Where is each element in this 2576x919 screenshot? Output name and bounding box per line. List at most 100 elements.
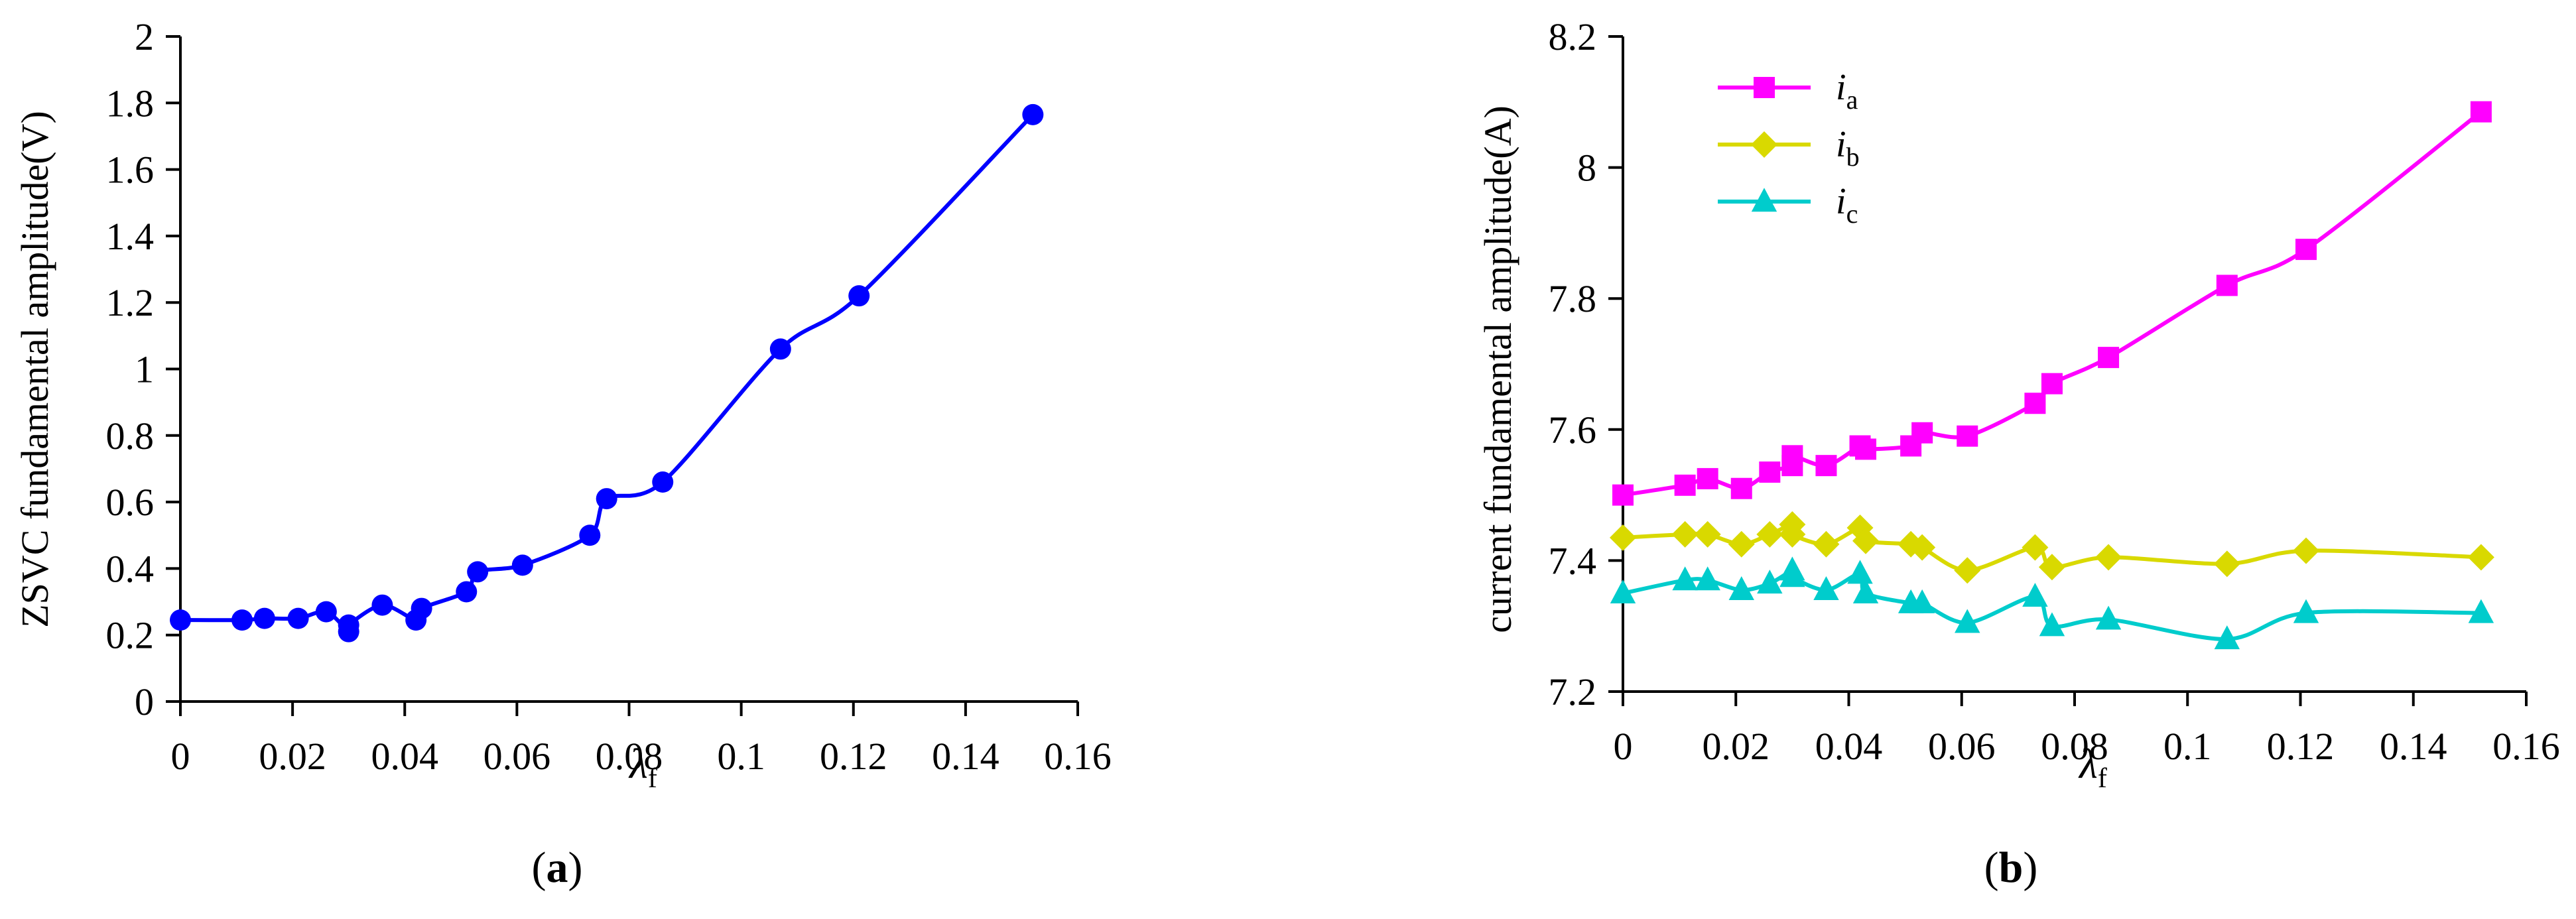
data-point <box>1779 521 1806 548</box>
y-tick-label: 7.4 <box>1549 539 1597 582</box>
data-point <box>2467 544 2494 571</box>
data-point <box>2214 625 2240 650</box>
series-line <box>1622 110 2482 497</box>
data-point <box>1852 580 1879 603</box>
y-tick-label: 0 <box>135 680 154 723</box>
series-3 <box>1610 556 2494 650</box>
data-point <box>511 554 533 576</box>
y-tick-label: 7.8 <box>1549 277 1597 320</box>
data-point <box>579 524 601 546</box>
x-axis-label-sub: f <box>2098 763 2107 794</box>
data-point <box>1612 484 1634 506</box>
caption-letter: a <box>547 843 568 892</box>
data-point <box>1909 534 1936 561</box>
legend-label-main: i <box>1836 67 1846 108</box>
x-tick-label: 0.1 <box>2163 725 2212 768</box>
data-point <box>1728 530 1755 558</box>
data-point <box>1759 461 1781 483</box>
data-point <box>2038 554 2065 581</box>
x-tick-label: 0.12 <box>2267 725 2335 768</box>
x-tick-label: 0 <box>1614 725 1633 768</box>
data-point <box>1855 438 1877 460</box>
x-tick-label: 0.04 <box>371 735 439 778</box>
y-tick-label: 1 <box>135 348 154 391</box>
data-point <box>411 597 432 619</box>
y-tick-label: 7.6 <box>1549 408 1597 452</box>
data-point <box>1728 576 1754 601</box>
data-point <box>596 488 617 510</box>
caption-open: ( <box>532 843 547 892</box>
data-point <box>2024 393 2046 414</box>
data-point <box>1815 455 1837 477</box>
plot-area: 0 0.02 0.04 0.06 0.08 0.1 0.12 0.14 0.16 7.2 7.4 7.… <box>1549 15 2560 768</box>
data-point <box>170 609 191 631</box>
y-tick-label: 0.2 <box>106 614 155 657</box>
x-axis-label-main: λ <box>628 740 648 787</box>
y-axis-label: current fundamental amplitude(A) <box>1476 105 1519 633</box>
chart-panel-b: current fundamental amplitude(A) 0 0.02 0.… <box>1476 15 2560 892</box>
data-point <box>2039 612 2065 637</box>
data-point <box>456 581 478 603</box>
x-tick-label: 0.16 <box>1044 735 1112 778</box>
y-tick-label: 1.6 <box>106 149 155 192</box>
data-point <box>1911 422 1933 444</box>
x-tick-label: 0.08 <box>596 735 663 778</box>
legend-label-main: i <box>1836 124 1846 165</box>
data-point <box>1751 188 1777 212</box>
data-point <box>2293 599 2319 623</box>
y-tick-label: 8 <box>1577 147 1596 190</box>
y-tick-label: 2 <box>135 15 154 58</box>
series-1 <box>1612 101 2492 506</box>
data-point <box>1694 521 1721 548</box>
legend-label-sub: c <box>1846 199 1858 229</box>
legend-label-sub: b <box>1846 142 1860 172</box>
data-point <box>1751 131 1777 158</box>
data-point <box>1779 563 1805 587</box>
y-tick-label: 7.2 <box>1549 670 1597 713</box>
x-tick-label: 0 <box>171 735 190 778</box>
data-point <box>1756 521 1783 548</box>
data-point <box>1813 530 1840 558</box>
data-point <box>287 607 309 629</box>
y-tick-label: 8.2 <box>1549 15 1597 58</box>
data-point <box>231 609 253 631</box>
data-point <box>2295 239 2317 261</box>
data-point <box>338 614 359 636</box>
caption-open: ( <box>1984 843 1999 892</box>
plot-area: 0 0.02 0.04 0.06 0.08 0.1 0.12 0.14 0.16 0 0.2 0.4 0… <box>106 15 1112 778</box>
data-point <box>2022 534 2049 561</box>
data-point <box>1909 589 1935 613</box>
data-point <box>2293 537 2320 564</box>
x-axis-label-main: λ <box>2078 740 2098 787</box>
data-point <box>2213 550 2240 578</box>
series-1 <box>170 103 1044 643</box>
x-tick-label: 0.02 <box>1703 725 1770 768</box>
data-point <box>1754 77 1775 98</box>
x-tick-label: 0.06 <box>1928 725 1996 768</box>
x-tick-label: 0.14 <box>932 735 999 778</box>
data-point <box>848 285 870 307</box>
data-point <box>1695 566 1720 591</box>
legend-label-sub: a <box>1846 85 1858 115</box>
caption-close: ) <box>568 843 583 892</box>
data-point <box>1955 609 1980 633</box>
legend-item: ia <box>1718 67 1858 115</box>
x-tick-label: 0.08 <box>2041 725 2108 768</box>
x-tick-label: 0.12 <box>820 735 887 778</box>
data-point <box>467 561 489 583</box>
data-point <box>1957 425 1978 447</box>
y-tick-label: 1.4 <box>106 215 155 258</box>
data-point <box>1757 570 1783 594</box>
panel-caption: (b) <box>1984 843 2038 892</box>
data-point <box>769 338 791 360</box>
legend-label-main: i <box>1836 181 1846 222</box>
data-point <box>1852 527 1880 554</box>
data-point <box>652 471 674 493</box>
data-point <box>1781 445 1803 467</box>
x-tick-label: 0.16 <box>2492 725 2560 768</box>
x-tick-label: 0.06 <box>483 735 551 778</box>
y-tick-label: 1.2 <box>106 281 155 324</box>
x-tick-label: 0.02 <box>259 735 326 778</box>
x-axis-label: λf <box>2078 740 2107 794</box>
